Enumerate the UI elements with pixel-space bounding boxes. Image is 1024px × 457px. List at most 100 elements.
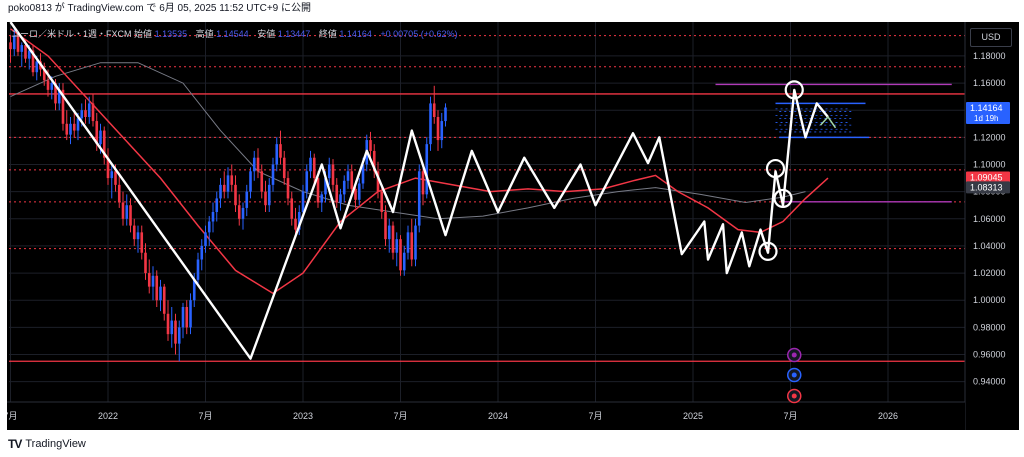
price-tick-label: 1.10000 [973, 160, 1006, 170]
candle-body [185, 307, 189, 328]
candle-body [65, 123, 69, 135]
symbol-label[interactable]: ユーロ／米ドル・1週・FXCM [11, 29, 132, 39]
candle-body [24, 45, 27, 59]
open-label: 始値 [134, 29, 153, 39]
candle-body [271, 164, 275, 185]
candle-body [234, 184, 237, 206]
candle-body [369, 140, 372, 151]
candle-body [84, 110, 87, 117]
candle-body [440, 121, 444, 141]
candle-body [69, 123, 72, 135]
candle-body [335, 184, 339, 203]
candle-body [99, 130, 102, 145]
candle-body [260, 171, 264, 192]
candle-body [361, 164, 365, 184]
globe-icon-dot [791, 372, 797, 378]
candle-body [342, 180, 346, 195]
price-label-countdown: 1d 19h [974, 114, 998, 123]
candle-body [226, 175, 230, 192]
candle-body [177, 327, 181, 344]
price-tick-label: 0.96000 [973, 350, 1006, 360]
time-tick-label: 7月 [588, 411, 602, 421]
candle-body [91, 103, 95, 122]
candle-body [324, 178, 327, 195]
close-label: 終値 [318, 29, 337, 39]
time-tick-label: 7月 [7, 411, 18, 421]
ma-red-line [10, 28, 829, 295]
candle-body [406, 232, 410, 253]
candle-body [222, 184, 226, 192]
candle-body [162, 286, 166, 314]
price-tick-label: 1.18000 [973, 51, 1006, 61]
time-tick-label: 7月 [393, 411, 407, 421]
candle-body [12, 35, 16, 50]
candle-body [27, 50, 31, 59]
candle-body [376, 171, 380, 192]
close-value: 1.14164 [339, 29, 372, 39]
candle-body [297, 212, 301, 230]
candle-body [331, 164, 335, 185]
candle-body [102, 130, 106, 158]
candle-body [129, 205, 132, 226]
time-axis-bg [7, 402, 965, 430]
price-tick-label: 0.98000 [973, 322, 1006, 332]
event-icons [787, 347, 802, 404]
moving-average-red [10, 28, 829, 295]
price-tick-label: 1.00000 [973, 295, 1006, 305]
price-tick-label: 1.16000 [973, 78, 1006, 88]
candle-body [211, 212, 215, 222]
brand-name[interactable]: TradingView [25, 438, 86, 450]
candle-body [267, 184, 271, 206]
lightning-icon-dot [791, 352, 797, 358]
candle-body [144, 252, 147, 274]
price-chart[interactable]: 1.180001.160001.140001.120001.100001.080… [7, 22, 1019, 430]
low-label: 安値 [257, 29, 276, 39]
grid-lines [9, 22, 965, 402]
candle-body [309, 157, 312, 172]
price-axis-bg [965, 22, 1019, 430]
pivot-circle [784, 80, 804, 100]
chart-area[interactable]: 1.180001.160001.140001.120001.100001.080… [7, 22, 1019, 430]
candle-body [215, 198, 219, 212]
candle-body [372, 150, 376, 172]
price-axis[interactable]: 1.180001.160001.140001.120001.100001.080… [964, 22, 1019, 430]
time-axis[interactable]: 7月 2022 7月 2023 7月 2024 7月 2025 7月 2026 [7, 401, 965, 430]
price-tick-label: 1.12000 [973, 132, 1006, 142]
candle-body [140, 232, 144, 253]
tradingview-logo-icon[interactable]: TV [8, 437, 22, 451]
candle-body [399, 239, 402, 271]
candle-body [219, 184, 222, 199]
candle-body [384, 212, 387, 240]
candle-body [151, 275, 155, 287]
candle-body [207, 221, 211, 233]
candle-body [16, 35, 20, 52]
candle-body [35, 61, 39, 73]
candle-body [166, 313, 170, 335]
candle-body [444, 107, 447, 122]
candles [9, 28, 447, 362]
candle-body [245, 191, 249, 208]
series-legend: ユーロ／米ドル・1週・FXCM 始値 1.13535 高値 1.14544 安値… [11, 27, 457, 40]
price-label-bg [966, 181, 1010, 194]
candle-body [249, 171, 252, 192]
candle-body [327, 164, 331, 179]
candle-body [380, 191, 384, 212]
currency-button[interactable]: USD [970, 28, 1012, 47]
price-tick-label: 0.94000 [973, 377, 1006, 387]
candle-body [87, 103, 91, 117]
candle-body [312, 157, 316, 179]
candle-body [174, 320, 177, 344]
time-tick-label: 2025 [683, 411, 703, 421]
candle-body [339, 194, 342, 203]
low-value: 1.13447 [277, 29, 311, 39]
candle-body [417, 171, 421, 226]
candle-body [159, 286, 162, 301]
candle-body [170, 320, 174, 335]
price-label-bg [966, 171, 1010, 184]
candle-body [125, 205, 129, 219]
candle-body [237, 205, 241, 219]
candle-body [421, 171, 425, 195]
candle-body [286, 178, 290, 199]
price-tick-label: 1.02000 [973, 268, 1006, 278]
candle-body [192, 279, 196, 301]
